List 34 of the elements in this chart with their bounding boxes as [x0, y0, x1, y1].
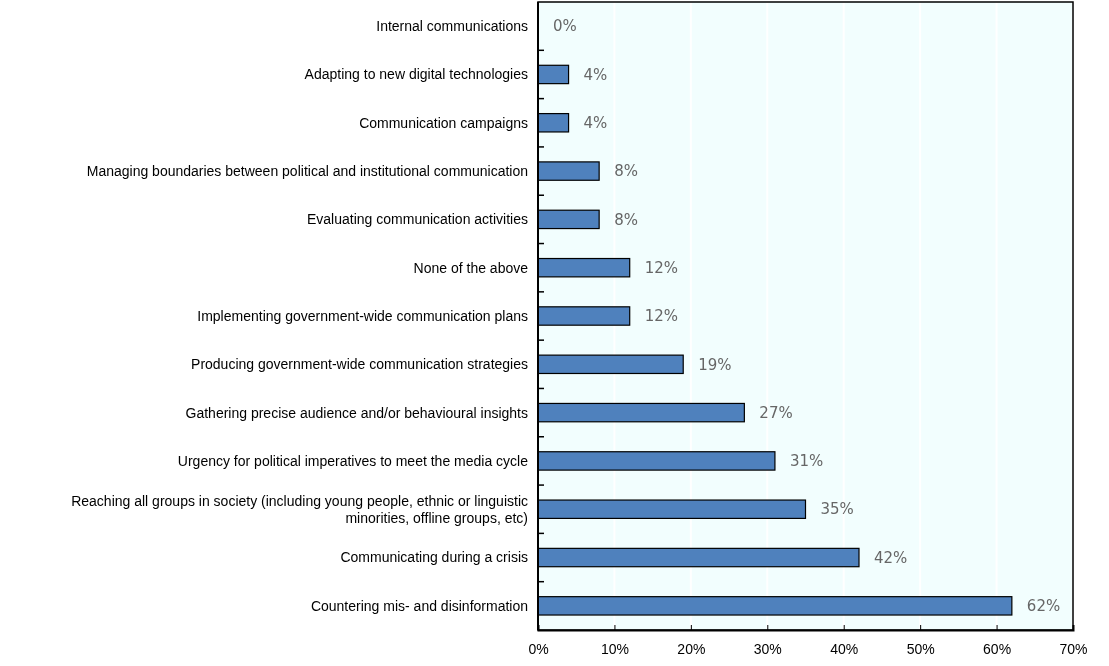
data-label: 31% — [789, 452, 824, 471]
x-tick-label: 10% — [600, 640, 629, 657]
x-tick-label: 50% — [906, 640, 935, 657]
data-label: 4% — [583, 65, 608, 84]
data-label: 0% — [553, 17, 577, 36]
x-tick-label: 40% — [830, 640, 859, 657]
data-label: 62% — [1026, 597, 1061, 616]
x-tick-label: 20% — [677, 640, 706, 657]
y-tick-label: Producing government-wide communication strategies — [191, 356, 528, 373]
y-tick-label: Communication campaigns — [359, 114, 528, 131]
y-tick-label: Urgency for political imperatives to meet the media cycle — [177, 452, 529, 469]
y-tick-label: Communicating during a crisis — [340, 549, 528, 566]
y-tick-label: Internal communications — [376, 18, 528, 35]
data-label: 19% — [698, 355, 732, 374]
data-label: 8% — [614, 210, 638, 229]
x-tick-label: 30% — [753, 640, 782, 657]
y-tick-label: Countering mis- and disinformation — [310, 597, 528, 614]
x-tick-label: 60% — [983, 640, 1012, 657]
data-label: 8% — [614, 162, 638, 181]
data-label: 27% — [759, 403, 793, 422]
data-label: 42% — [874, 548, 908, 567]
y-tick-label: Evaluating communication activities — [307, 211, 528, 228]
x-tick-label: 0% — [528, 640, 549, 657]
y-tick-label: Managing boundaries between political and institutional communication — [86, 162, 528, 179]
y-tick-label: None of the above — [413, 259, 529, 276]
x-tick-label: 70% — [1059, 640, 1088, 657]
data-label: 12% — [644, 258, 679, 277]
y-tick-label: Adapting to new digital technologies — [304, 66, 528, 83]
data-label: 12% — [644, 307, 679, 326]
data-label: 35% — [820, 500, 854, 519]
y-tick-label: Implementing government-wide communication plans — [197, 307, 528, 324]
y-tick-label: Gathering precise audience and/or behavioural insights — [185, 404, 528, 421]
data-label: 4% — [583, 114, 608, 133]
y-tick-label: Reaching all groups in society (including young people, ethnic or linguistic minorities, offline groups, etc) — [71, 492, 528, 526]
